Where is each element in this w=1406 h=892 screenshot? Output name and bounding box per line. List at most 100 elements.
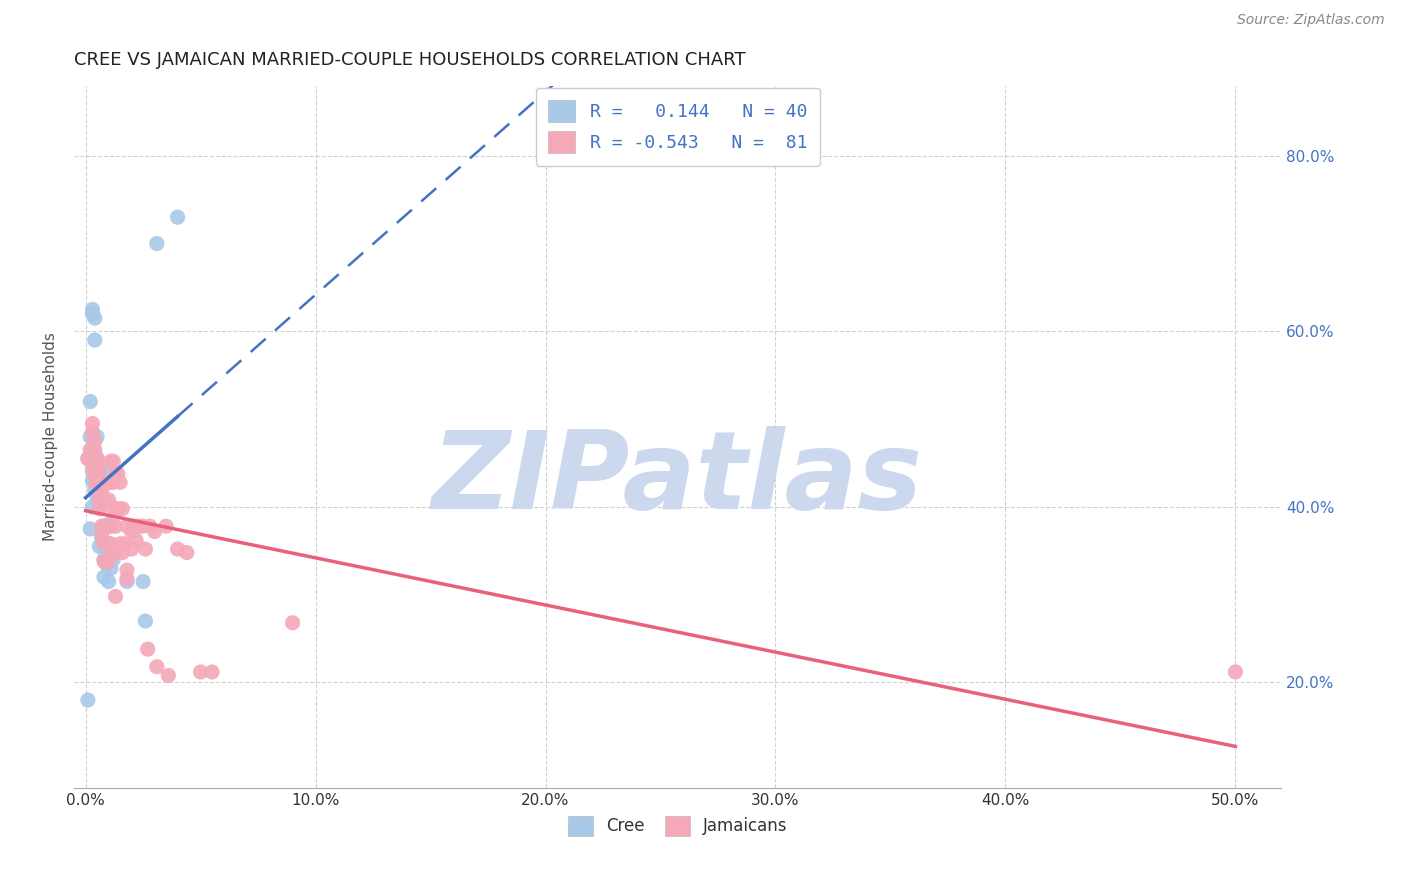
Point [79,430,101,444]
Point [82,474,104,488]
Point [82,302,104,317]
Point [97,554,120,568]
Point [100,537,122,551]
Point [90,531,112,545]
Point [108,475,131,490]
Point [96,557,118,571]
Point [83,333,105,347]
Point [83,311,105,326]
Point [166,542,188,557]
Point [100,519,122,533]
Point [103,552,125,566]
Point [97,492,120,507]
Point [125,533,148,548]
Point [281,615,304,630]
Point [83,469,105,483]
Point [89,467,111,481]
Point [86,465,108,479]
Point [83,465,105,479]
Point [97,519,120,533]
Point [132,519,155,533]
Point [166,210,188,224]
Point [96,537,118,551]
Point [115,572,138,586]
Point [114,537,136,551]
Point [176,545,198,559]
Point [82,442,104,457]
Point [83,434,105,448]
Point [82,500,104,514]
Point [86,451,108,466]
Point [90,484,112,499]
Point [146,236,169,251]
Point [79,394,101,409]
Point [86,467,108,481]
Point [93,519,115,533]
Point [93,492,115,507]
Point [96,554,118,568]
Point [93,537,115,551]
Point [89,491,111,505]
Point [93,552,115,566]
Point [96,465,118,479]
Point [103,501,125,516]
Point [86,460,108,475]
Point [100,561,122,575]
Point [155,519,177,533]
Point [89,484,111,499]
Point [93,540,115,554]
Point [90,519,112,533]
Point [89,500,111,514]
Point [93,554,115,568]
Point [111,501,134,516]
Point [86,451,108,466]
Point [90,492,112,507]
Point [86,478,108,492]
Point [89,492,111,507]
Point [103,454,125,468]
Point [83,447,105,461]
Point [97,517,120,532]
Point [190,665,212,679]
Point [121,542,143,557]
Point [89,501,111,516]
Point [86,491,108,505]
Point [132,574,155,589]
Point [82,460,104,475]
Point [136,642,159,657]
Point [100,475,122,490]
Point [1225,665,1247,679]
Point [201,665,224,679]
Point [157,668,180,682]
Point [83,467,105,481]
Text: ZIPatlas: ZIPatlas [432,425,924,532]
Point [82,451,104,466]
Point [104,545,127,559]
Point [100,454,122,468]
Point [115,519,138,533]
Point [86,474,108,488]
Point [97,537,120,551]
Point [77,451,100,466]
Point [89,465,111,479]
Y-axis label: Married-couple Households: Married-couple Households [44,332,58,541]
Point [108,537,131,551]
Text: Source: ZipAtlas.com: Source: ZipAtlas.com [1237,13,1385,28]
Point [79,442,101,457]
Point [104,590,127,604]
Point [83,483,105,497]
Point [77,693,100,707]
Point [134,614,156,628]
Point [79,522,101,536]
Point [104,467,127,481]
Point [82,451,104,466]
Point [82,417,104,431]
Point [107,467,129,481]
Point [90,475,112,490]
Point [146,659,169,673]
Point [107,501,129,516]
Point [89,475,111,490]
Point [97,574,120,589]
Point [121,524,143,539]
Point [89,540,111,554]
